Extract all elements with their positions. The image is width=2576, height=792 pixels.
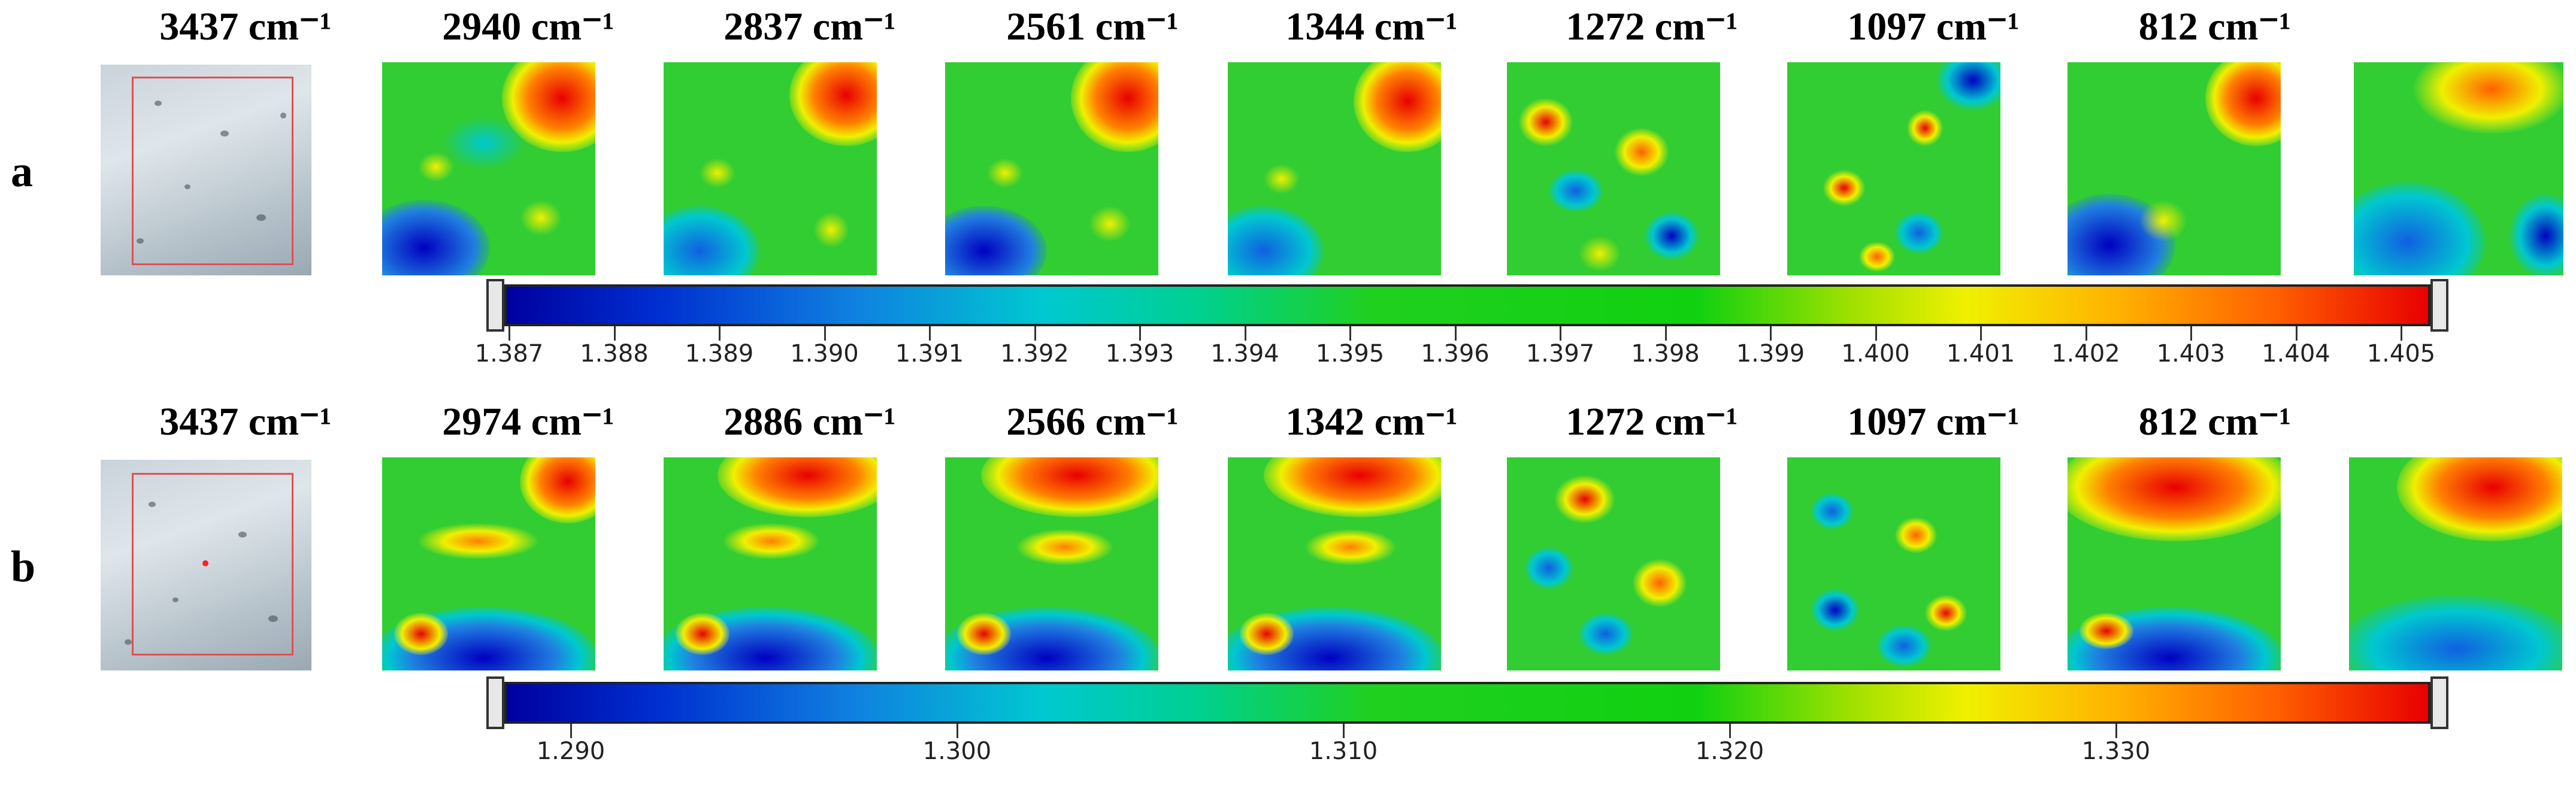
colorbar-tick-label: 1.290: [536, 738, 606, 765]
colorbar-tick: [956, 724, 958, 738]
colorbar-tick-label: 1.402: [2051, 340, 2120, 368]
wavenumber-label-a-8: 812 cm⁻¹: [2138, 5, 2292, 48]
raman-map-a-5: [1507, 62, 1720, 275]
wavenumber-label-a-5: 1344 cm⁻¹: [1285, 5, 1458, 48]
wavenumber-label-b-7: 1097 cm⁻¹: [1847, 400, 2020, 444]
colorbar-tick: [2295, 326, 2297, 341]
raman-map-b-4: [1228, 457, 1441, 670]
colorbar-tick: [508, 326, 510, 341]
colorbar-tick-label: 1.395: [1315, 340, 1385, 368]
colorbar-tick: [570, 724, 572, 738]
roi-box: [132, 77, 293, 265]
colorbar-tick: [1349, 326, 1351, 341]
raman-map-b-7: [2068, 457, 2281, 670]
colorbar-a-right-handle[interactable]: [2430, 279, 2448, 332]
colorbar-tick: [2085, 326, 2087, 341]
wavenumber-label-a-2: 2940 cm⁻¹: [442, 5, 615, 48]
colorbar-tick: [1139, 326, 1141, 341]
raman-map-b-1: [382, 457, 595, 670]
colorbar-tick-label: 1.397: [1525, 340, 1595, 368]
colorbar-tick: [1560, 326, 1561, 341]
colorbar-a: [504, 284, 2430, 326]
colorbar-tick: [929, 326, 931, 341]
wavenumber-label-b-1: 3437 cm⁻¹: [159, 400, 332, 444]
wavenumber-label-a-4: 2561 cm⁻¹: [1006, 5, 1179, 48]
wavenumber-label-b-3: 2886 cm⁻¹: [724, 400, 896, 444]
colorbar-tick: [1980, 326, 1982, 341]
colorbar-tick: [1244, 326, 1246, 341]
colorbar-tick-label: 1.391: [895, 340, 964, 368]
colorbar-tick-label: 1.320: [1695, 738, 1764, 765]
colorbar-tick-label: 1.399: [1736, 340, 1805, 368]
colorbar-tick: [1664, 326, 1667, 341]
colorbar-tick-label: 1.396: [1421, 340, 1490, 368]
colorbar-b: [504, 682, 2430, 724]
colorbar-tick-label: 1.404: [2262, 340, 2330, 368]
colorbar-tick: [1875, 326, 1877, 341]
wavenumber-label-a-7: 1097 cm⁻¹: [1847, 5, 2020, 48]
raman-map-b-8: [2349, 457, 2562, 670]
colorbar-tick: [1729, 724, 1731, 738]
microscope-image-b: [101, 460, 311, 670]
raman-map-b-5: [1507, 457, 1720, 670]
colorbar-tick-label: 1.388: [580, 340, 649, 368]
colorbar-b-right-handle[interactable]: [2430, 676, 2448, 729]
colorbar-tick: [2115, 724, 2117, 738]
colorbar-tick: [2190, 326, 2192, 341]
colorbar-tick: [1034, 326, 1036, 341]
crosshair-marker: [202, 560, 208, 566]
colorbar-a-left-handle[interactable]: [486, 279, 504, 332]
raman-map-a-7: [2068, 62, 2281, 275]
colorbar-tick: [1343, 724, 1345, 738]
wavenumber-label-b-6: 1272 cm⁻¹: [1566, 400, 1738, 444]
wavenumber-label-b-2: 2974 cm⁻¹: [442, 400, 615, 444]
colorbar-tick-label: 1.330: [2081, 738, 2151, 765]
colorbar-tick: [824, 326, 826, 341]
row-label-b: b: [11, 542, 36, 591]
raman-map-b-3: [945, 457, 1158, 670]
colorbar-tick-label: 1.403: [2156, 340, 2226, 368]
colorbar-tick-label: 1.387: [474, 340, 544, 368]
raman-map-a-2: [664, 62, 877, 275]
wavenumber-label-a-6: 1272 cm⁻¹: [1566, 5, 1738, 48]
row-label-a: a: [11, 147, 33, 196]
raman-map-b-6: [1787, 457, 2000, 670]
colorbar-tick: [2401, 326, 2402, 341]
colorbar-tick-label: 1.389: [685, 340, 754, 368]
raman-map-a-8: [2354, 62, 2563, 275]
colorbar-tick-label: 1.394: [1210, 340, 1279, 368]
raman-map-a-1: [382, 62, 595, 275]
colorbar-tick-label: 1.390: [790, 340, 859, 368]
wavenumber-label-b-5: 1342 cm⁻¹: [1285, 400, 1458, 444]
colorbar-tick-label: 1.392: [1000, 340, 1069, 368]
colorbar-tick-label: 1.398: [1631, 340, 1700, 368]
raman-map-a-6: [1787, 62, 2000, 275]
colorbar-tick-label: 1.300: [922, 738, 992, 765]
roi-box: [132, 473, 293, 656]
wavenumber-label-b-4: 2566 cm⁻¹: [1006, 400, 1179, 444]
colorbar-b-left-handle[interactable]: [486, 676, 504, 729]
wavenumber-label-b-8: 812 cm⁻¹: [2138, 400, 2292, 444]
colorbar-tick: [613, 326, 616, 341]
colorbar-tick: [1454, 326, 1457, 341]
colorbar-tick-label: 1.401: [1946, 340, 2015, 368]
raman-map-a-3: [945, 62, 1158, 275]
colorbar-tick-label: 1.400: [1841, 340, 1910, 368]
raman-map-b-2: [664, 457, 877, 670]
colorbar-tick: [719, 326, 721, 341]
colorbar-tick: [1770, 326, 1772, 341]
microscope-image-a: [101, 65, 311, 275]
wavenumber-label-a-3: 2837 cm⁻¹: [724, 5, 896, 48]
colorbar-tick-label: 1.405: [2366, 340, 2436, 368]
colorbar-tick-label: 1.310: [1309, 738, 1378, 765]
wavenumber-label-a-1: 3437 cm⁻¹: [159, 5, 332, 48]
colorbar-tick-label: 1.393: [1105, 340, 1175, 368]
raman-map-a-4: [1228, 62, 1441, 275]
